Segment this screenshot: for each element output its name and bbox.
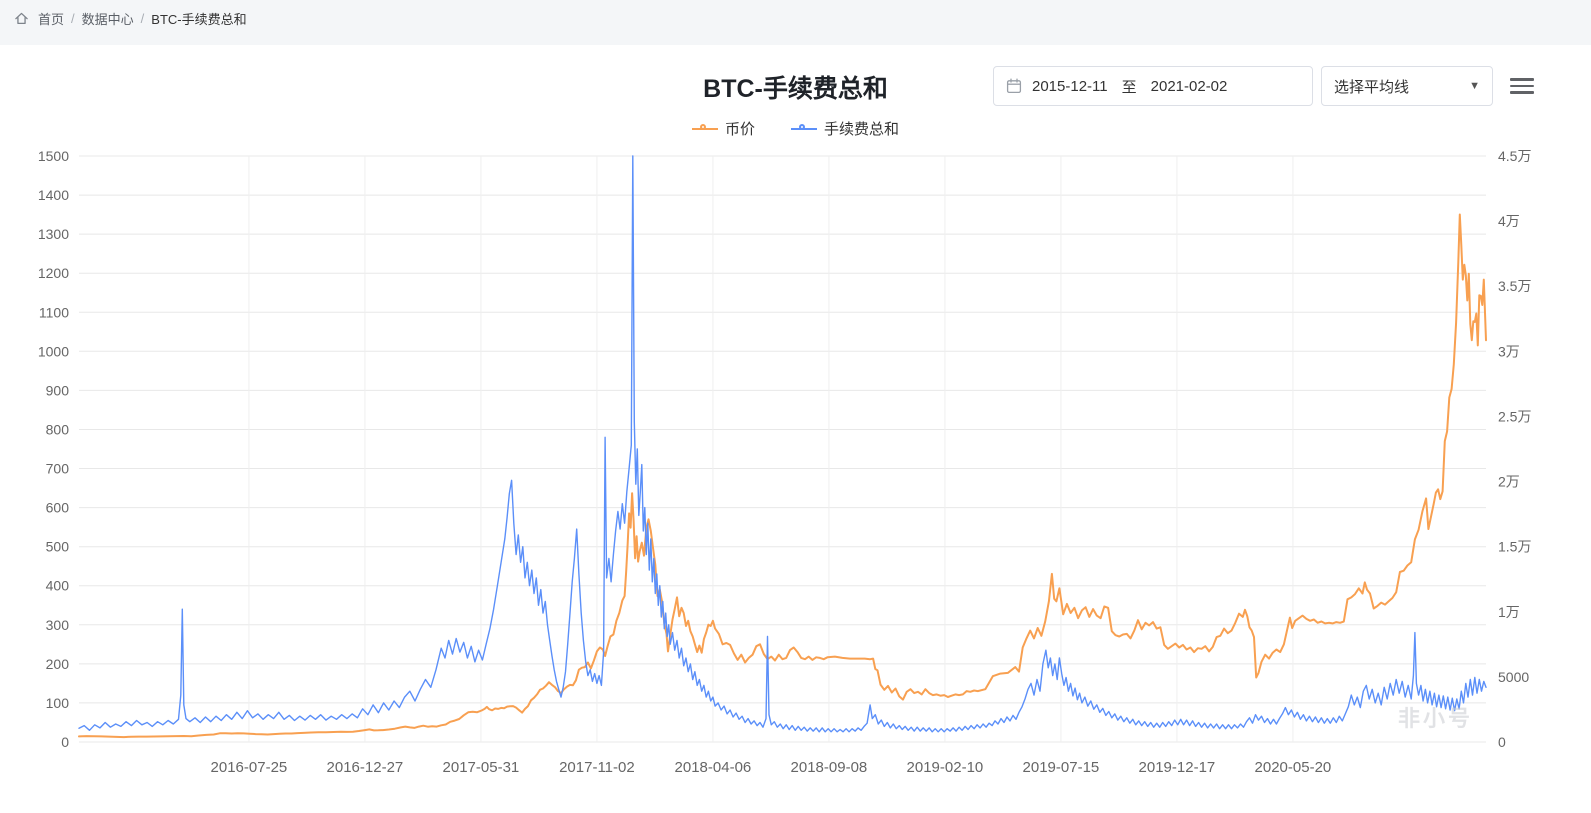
breadcrumb-bar: 首页 / 数据中心 / BTC-手续费总和	[0, 0, 1591, 45]
svg-text:300: 300	[46, 617, 70, 633]
svg-text:1100: 1100	[39, 304, 69, 320]
svg-text:2019-02-10: 2019-02-10	[907, 759, 984, 776]
svg-text:2016-07-25: 2016-07-25	[211, 759, 288, 776]
fee-sum-line-chart[interactable]: 0 100 200 300 400 500 600 700 800 900 1000 1100 1200…	[0, 120, 1591, 813]
svg-text:700: 700	[46, 461, 70, 477]
svg-text:3.5万: 3.5万	[1498, 278, 1531, 294]
series-line-0	[78, 213, 1487, 739]
legend-item-price[interactable]: 币价	[691, 118, 755, 139]
svg-text:2019-12-17: 2019-12-17	[1139, 759, 1216, 776]
chart-area[interactable]: 0 100 200 300 400 500 600 700 800 900 1000 1100 1200…	[0, 120, 1591, 813]
svg-text:2019-07-15: 2019-07-15	[1023, 759, 1100, 776]
svg-text:2020-05-20: 2020-05-20	[1255, 759, 1332, 776]
h-gridlines	[79, 155, 1486, 743]
svg-text:200: 200	[46, 656, 70, 672]
svg-text:2018-04-06: 2018-04-06	[675, 759, 752, 776]
svg-text:500: 500	[46, 539, 70, 555]
chart-card: BTC-手续费总和 2015-12-11 至 2021-02-02 选择平均线 …	[0, 45, 1591, 813]
svg-text:800: 800	[46, 422, 70, 438]
svg-text:4.5万: 4.5万	[1498, 148, 1531, 164]
start-date-value[interactable]: 2015-12-11	[1032, 77, 1108, 95]
svg-text:4万: 4万	[1498, 213, 1520, 229]
breadcrumb-data-center[interactable]: 数据中心	[81, 12, 134, 27]
svg-text:100: 100	[46, 695, 70, 711]
v-gridlines	[248, 156, 1294, 742]
svg-text:1万: 1万	[1498, 604, 1520, 620]
x-axis-labels: 2016-07-25 2016-12-27 2017-05-31 2017-11-02…	[211, 759, 1332, 776]
breadcrumb-separator: /	[140, 11, 145, 26]
svg-text:400: 400	[46, 578, 70, 594]
svg-text:900: 900	[46, 382, 70, 398]
svg-text:3万: 3万	[1498, 343, 1520, 359]
legend-item-fees[interactable]: 手续费总和	[791, 118, 899, 139]
fees-series-marker-icon	[791, 123, 817, 135]
svg-text:0: 0	[1498, 734, 1506, 750]
breadcrumb: 首页 / 数据中心 / BTC-手续费总和	[14, 9, 247, 28]
moving-average-select-label: 选择平均线	[1334, 78, 1410, 96]
svg-text:2016-12-27: 2016-12-27	[327, 759, 404, 776]
breadcrumb-home[interactable]: 首页	[38, 12, 65, 27]
breadcrumb-separator: /	[71, 11, 75, 26]
legend-label-fees: 手续费总和	[824, 121, 900, 138]
chart-legend: 币价 手续费总和	[0, 118, 1591, 139]
svg-text:1200: 1200	[38, 265, 69, 281]
date-range-to-label: 至	[1121, 78, 1137, 96]
y-axis-right-labels: 0 5000 1万 1.5万 2万 2.5万 3万 3.5万 4万 4.5万	[1498, 148, 1531, 750]
svg-text:1500: 1500	[38, 148, 69, 164]
calendar-icon	[1006, 78, 1022, 94]
date-range-picker[interactable]: 2015-12-11 至 2021-02-02	[993, 66, 1313, 106]
svg-text:0: 0	[61, 734, 69, 750]
svg-text:600: 600	[46, 500, 70, 516]
breadcrumb-current-page: BTC-手续费总和	[151, 12, 247, 27]
chart-controls: 2015-12-11 至 2021-02-02 选择平均线 ▼	[993, 66, 1535, 106]
svg-text:1300: 1300	[38, 226, 69, 242]
svg-text:2.5万: 2.5万	[1498, 408, 1531, 424]
svg-text:2万: 2万	[1498, 474, 1520, 490]
page-title: BTC-手续费总和	[703, 75, 888, 103]
svg-text:2018-09-08: 2018-09-08	[791, 759, 868, 776]
legend-label-price: 币价	[724, 121, 755, 138]
svg-text:5000: 5000	[1498, 669, 1529, 685]
y-axis-left-labels: 0 100 200 300 400 500 600 700 800 900 1000 1100 1200…	[38, 148, 69, 750]
moving-average-select[interactable]: 选择平均线 ▼	[1321, 66, 1493, 106]
svg-text:1000: 1000	[38, 343, 69, 359]
svg-text:2017-05-31: 2017-05-31	[443, 759, 520, 776]
end-date-value[interactable]: 2021-02-02	[1150, 77, 1228, 95]
price-series-marker-icon	[691, 123, 718, 135]
svg-text:1400: 1400	[38, 187, 69, 203]
menu-icon[interactable]	[1509, 75, 1535, 97]
home-icon[interactable]	[14, 11, 29, 26]
svg-text:2017-11-02: 2017-11-02	[559, 759, 635, 776]
svg-text:1.5万: 1.5万	[1498, 539, 1531, 555]
series-line-1	[78, 155, 1487, 733]
chevron-down-icon: ▼	[1469, 80, 1480, 92]
